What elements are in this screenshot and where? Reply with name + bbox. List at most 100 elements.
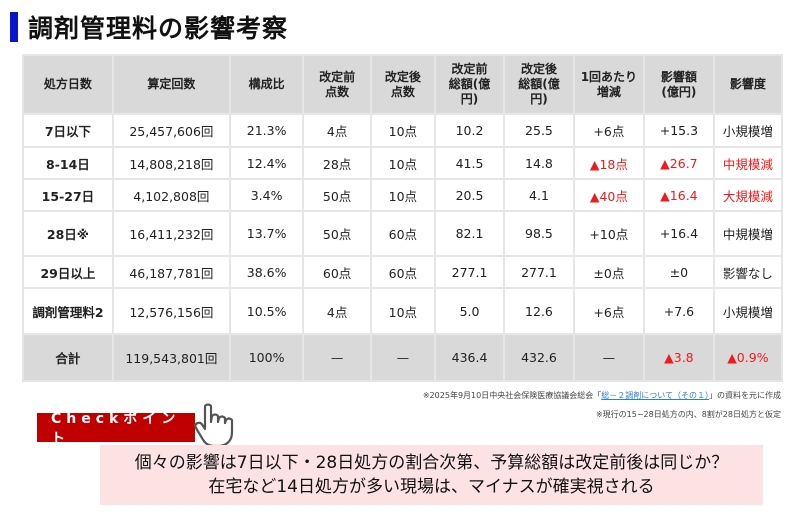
- cell-degree: 中規模増: [712, 210, 784, 257]
- table-row: 28日※ 16,411,232回 13.7% 50点 60点 82.1 98.5 +10点 +1…: [22, 210, 784, 257]
- cell-ratio: 38.6%: [228, 255, 305, 289]
- cell-before-pts: 28点: [302, 146, 372, 180]
- table-header-row: 処方日数 算定回数 構成比 改定前 点数 改定後 点数 改定前 総額(億 円) 改定後 総額…: [22, 54, 784, 115]
- column-header: 構成比: [228, 54, 305, 115]
- cell-before-total: 82.1: [433, 210, 506, 257]
- column-header: 1回あたり 増減: [572, 54, 646, 115]
- cell-days: 8-14日: [22, 146, 114, 180]
- total-degree: ▲0.9%: [712, 333, 784, 382]
- cell-degree: 中規模減: [712, 146, 784, 180]
- cell-after-total: 12.6: [503, 287, 575, 335]
- cell-days: 7日以下: [22, 113, 114, 148]
- cell-after-pts: 10点: [369, 146, 436, 180]
- column-header: 改定後 総額(億 円): [503, 54, 575, 115]
- assumption-note: ※現行の15−28日処方の内、8割が28日処方と仮定: [595, 410, 781, 419]
- cell-days: 29日以上: [22, 255, 114, 289]
- cell-before-pts: 4点: [302, 287, 372, 335]
- table-row: 29日以上 46,187,781回 38.6% 60点 60点 277.1 277.1 ±0点…: [22, 255, 784, 289]
- column-header: 改定前 総額(億 円): [433, 54, 506, 115]
- cell-count: 12,576,156回: [111, 287, 231, 335]
- cell-after-pts: 10点: [369, 287, 436, 335]
- total-after-total: 432.6: [503, 333, 575, 382]
- total-impact: ▲3.8: [643, 333, 715, 382]
- cell-per-change: ▲40点: [572, 178, 646, 212]
- total-before-total: 436.4: [433, 333, 506, 382]
- cell-days: 調剤管理料2: [22, 287, 114, 335]
- check-point-line-1: 個々の影響は7日以下・28日処方の割合次第、予算総額は改定前後は同じか？: [134, 453, 729, 473]
- total-count: 119,543,801回: [111, 333, 231, 382]
- column-header: 改定前 点数: [302, 54, 372, 115]
- column-header: 影響額 (億円): [643, 54, 715, 115]
- cell-after-total: 25.5: [503, 113, 575, 148]
- cell-count: 25,457,606回: [111, 113, 231, 148]
- cell-after-pts: 10点: [369, 113, 436, 148]
- cell-after-pts: 60点: [369, 210, 436, 257]
- cell-after-total: 98.5: [503, 210, 575, 257]
- title-accent-bar: [10, 12, 18, 42]
- source-note: ※2025年9月10日中央社会保険医療協議会総会「総－２調剤について（その１）」…: [422, 391, 781, 400]
- cell-after-total: 4.1: [503, 178, 575, 212]
- table-row: 7日以下 25,457,606回 21.3% 4点 10点 10.2 25.5 +6点 +15.…: [22, 113, 784, 148]
- cell-count: 4,102,808回: [111, 178, 231, 212]
- cell-impact: +15.3: [643, 113, 715, 148]
- source-notes: ※2025年9月10日中央社会保険医療協議会総会「総－２調剤について（その１）」…: [423, 386, 781, 424]
- cell-ratio: 12.4%: [228, 146, 305, 180]
- cell-count: 46,187,781回: [111, 255, 231, 289]
- cell-before-total: 41.5: [433, 146, 506, 180]
- cell-impact: ▲26.7: [643, 146, 715, 180]
- check-point-badge: Checkポイント: [37, 411, 195, 447]
- cell-impact: ▲16.4: [643, 178, 715, 212]
- cell-impact: +16.4: [643, 210, 715, 257]
- cell-before-pts: 50点: [302, 178, 372, 212]
- cell-ratio: 10.5%: [228, 287, 305, 335]
- table-row: 調剤管理料2 12,576,156回 10.5% 4点 10点 5.0 12.6 +6点 +7.…: [22, 287, 784, 335]
- table-row: 15-27日 4,102,808回 3.4% 50点 10点 20.5 4.1 ▲40点 ▲16…: [22, 178, 784, 212]
- column-header: 影響度: [712, 54, 784, 115]
- cell-degree: 小規模増: [712, 287, 784, 335]
- cell-ratio: 13.7%: [228, 210, 305, 257]
- cell-impact: +7.6: [643, 287, 715, 335]
- total-per-change: —: [572, 333, 646, 382]
- cell-before-pts: 4点: [302, 113, 372, 148]
- column-header: 処方日数: [22, 54, 114, 115]
- impact-table: 処方日数 算定回数 構成比 改定前 点数 改定後 点数 改定前 総額(億 円) 改定後 総額…: [22, 54, 784, 382]
- cell-per-change: ±0点: [572, 255, 646, 289]
- total-ratio: 100%: [228, 333, 305, 382]
- cell-per-change: +10点: [572, 210, 646, 257]
- cell-count: 14,808,218回: [111, 146, 231, 180]
- cell-days: 15-27日: [22, 178, 114, 212]
- cell-per-change: +6点: [572, 113, 646, 148]
- cell-before-pts: 60点: [302, 255, 372, 289]
- page-header: 調剤管理料の影響考察: [10, 12, 289, 43]
- cell-per-change: +6点: [572, 287, 646, 335]
- cell-ratio: 3.4%: [228, 178, 305, 212]
- cell-degree: 小規模増: [712, 113, 784, 148]
- cell-after-total: 14.8: [503, 146, 575, 180]
- cell-before-total: 277.1: [433, 255, 506, 289]
- total-before-pts: —: [302, 333, 372, 382]
- total-days: 合計: [22, 333, 114, 382]
- total-row: 合計 119,543,801回 100% — —436.4 432.6— ▲3.8 ▲0.9%: [22, 333, 784, 382]
- cell-before-total: 5.0: [433, 287, 506, 335]
- cell-impact: ±0: [643, 255, 715, 289]
- cell-before-total: 20.5: [433, 178, 506, 212]
- cell-after-pts: 60点: [369, 255, 436, 289]
- total-after-pts: —: [369, 333, 436, 382]
- page-title: 調剤管理料の影響考察: [28, 14, 289, 43]
- table-row: 8-14日 14,808,218回 12.4% 28点 10点 41.5 14.8 ▲18点 ▲…: [22, 146, 784, 180]
- cell-ratio: 21.3%: [228, 113, 305, 148]
- column-header: 改定後 点数: [369, 54, 436, 115]
- column-header: 算定回数: [111, 54, 231, 115]
- cell-degree: 影響なし: [712, 255, 784, 289]
- cell-before-total: 10.2: [433, 113, 506, 148]
- cell-after-pts: 10点: [369, 178, 436, 212]
- check-point-box: 個々の影響は7日以下・28日処方の割合次第、予算総額は改定前後は同じか？ 在宅な…: [100, 445, 763, 505]
- cell-before-pts: 50点: [302, 210, 372, 257]
- cell-after-total: 277.1: [503, 255, 575, 289]
- source-link[interactable]: 総－２調剤について（その１）: [601, 391, 709, 400]
- check-point-line-2: 在宅など14日処方が多い現場は、マイナスが確実視される: [208, 477, 655, 497]
- pointing-hand-icon: [194, 403, 234, 448]
- cell-per-change: ▲18点: [572, 146, 646, 180]
- cell-count: 16,411,232回: [111, 210, 231, 257]
- cell-days: 28日※: [22, 210, 114, 257]
